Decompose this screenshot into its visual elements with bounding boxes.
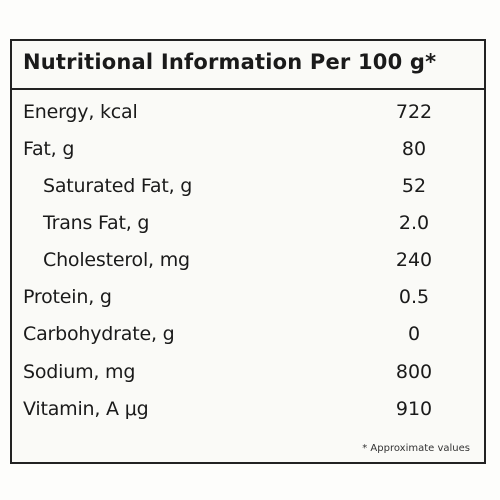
nutrient-row-cholesterol: Cholesterol, mg 240 [12,249,484,285]
nutrient-label: Vitamin, A μg [23,398,149,420]
panel-title: Nutritional Information Per 100 g* [23,50,437,74]
title-divider [12,88,484,90]
nutrient-label: Cholesterol, mg [43,249,190,271]
nutrient-label: Sodium, mg [23,361,136,383]
footnote: * Approximate values [362,443,470,454]
nutrient-label: Carbohydrate, g [23,323,175,345]
nutrition-panel: Nutritional Information Per 100 g* Energ… [10,39,486,464]
nutrient-label: Trans Fat, g [43,212,150,234]
nutrient-label: Energy, kcal [23,101,138,123]
nutrient-row-energy: Energy, kcal 722 [12,101,484,137]
nutrient-row-saturated-fat: Saturated Fat, g 52 [12,175,484,211]
nutrient-label: Saturated Fat, g [43,175,193,197]
nutrient-value: 240 [395,249,433,271]
nutrient-row-vitamin-a: Vitamin, A μg 910 [12,398,484,434]
nutrient-row-carbohydrate: Carbohydrate, g 0 [12,323,484,359]
nutrient-value: 2.0 [398,212,430,234]
nutrient-row-fat: Fat, g 80 [12,138,484,174]
nutrient-label: Protein, g [23,286,112,308]
nutrient-label: Fat, g [23,138,75,160]
nutrient-value: 80 [401,138,427,160]
nutrient-value: 722 [395,101,433,123]
nutrient-value: 800 [395,361,433,383]
nutrient-value: 0 [407,323,421,345]
nutrient-row-trans-fat: Trans Fat, g 2.0 [12,212,484,248]
nutrient-value: 52 [401,175,427,197]
nutrient-value: 0.5 [398,286,430,308]
nutrient-row-protein: Protein, g 0.5 [12,286,484,322]
nutrient-row-sodium: Sodium, mg 800 [12,361,484,397]
nutrient-value: 910 [395,398,433,420]
